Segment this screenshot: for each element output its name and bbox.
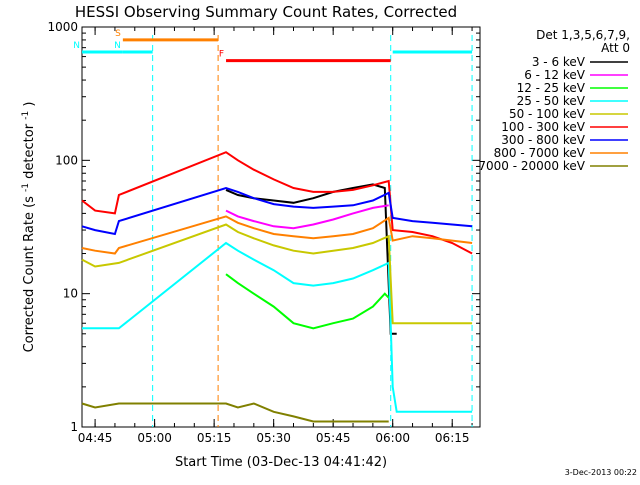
legend-label: 25 - 50 keV [517, 94, 586, 108]
legend-label: 800 - 7000 keV [494, 146, 586, 160]
legend-label: 12 - 25 keV [517, 81, 586, 95]
y-axis-label-sup: -1 [21, 183, 31, 192]
legend-label: 100 - 300 keV [501, 120, 585, 134]
observing-flags: SN NF [73, 29, 473, 427]
y-tick-labels: 1 10 100 1000 [47, 20, 78, 434]
series-line [81, 223, 473, 325]
legend-subtitle: Att 0 [601, 41, 630, 55]
y-tick-label: 1000 [47, 20, 78, 34]
legend-label: 7000 - 20000 keV [478, 159, 585, 173]
x-tick-label: 06:15 [435, 431, 470, 445]
y-axis-label-part: ) [22, 102, 37, 107]
y-tick-label: 100 [55, 153, 78, 167]
axis-ticks [82, 26, 480, 428]
x-tick-label: 05:00 [137, 431, 172, 445]
x-axis-label: Start Time (03-Dec-13 04:41:42) [175, 455, 387, 470]
y-axis-label: Corrected Count Rate (s -1 detector -1 ) [17, 102, 37, 353]
y-tick-label: 10 [63, 287, 78, 301]
legend-title: Det 1,3,5,6,7,9, [536, 28, 630, 42]
x-tick-label: 06:00 [375, 431, 410, 445]
chart-title: HESSI Observing Summary Count Rates, Cor… [75, 3, 457, 21]
y-axis-label-part: detector [22, 123, 37, 179]
legend-label: 6 - 12 keV [524, 68, 586, 82]
series-line [81, 215, 473, 255]
series-line [81, 151, 473, 255]
x-tick-label: 05:45 [316, 431, 351, 445]
flag-label: S [115, 29, 121, 39]
timestamp: 3-Dec-2013 00:22 [565, 468, 637, 477]
flag-label: N [73, 41, 80, 51]
legend-label: 300 - 800 keV [501, 133, 585, 147]
y-axis-label-part: Corrected Count Rate (s [22, 196, 37, 353]
series-line [225, 204, 389, 230]
x-tick-labels: 04:45 05:00 05:15 05:30 05:45 06:00 06:15 [78, 431, 470, 445]
series-layer [81, 151, 473, 423]
legend-label: 3 - 6 keV [532, 55, 586, 69]
flag-label: N [114, 41, 121, 51]
y-axis-label-sup: -1 [21, 111, 31, 120]
x-tick-label: 05:15 [197, 431, 232, 445]
series-line [81, 402, 389, 423]
series-line [82, 241, 473, 413]
legend-label: 50 - 100 keV [509, 107, 586, 121]
x-tick-label: 04:45 [78, 431, 113, 445]
flag-label: F [219, 50, 224, 60]
y-tick-label: 1 [70, 420, 78, 434]
series-line [81, 186, 473, 236]
series-line [225, 273, 392, 330]
x-tick-label: 05:30 [256, 431, 291, 445]
